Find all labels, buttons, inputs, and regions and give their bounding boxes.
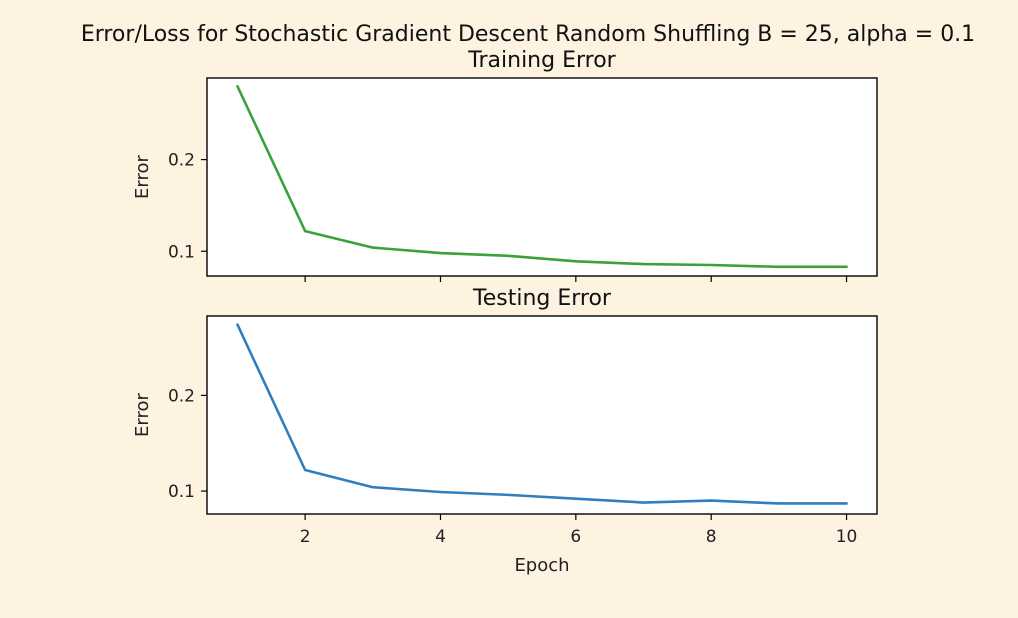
training-y-tick-label: 0.1 xyxy=(168,242,195,262)
testing-plot-area xyxy=(207,316,877,514)
figure-title: Error/Loss for Stochastic Gradient Desce… xyxy=(81,22,975,47)
testing-error-line xyxy=(236,323,848,505)
testing-x-tick-label: 8 xyxy=(706,527,717,547)
testing-x-axis-label: Epoch xyxy=(514,555,569,576)
training-plot-area xyxy=(207,78,877,276)
testing-y-tick-label: 0.2 xyxy=(168,386,195,406)
training-error-subplot: Training Error 0.1 0.2 Error xyxy=(132,48,878,282)
testing-error-subplot: Testing Error 2 4 6 8 10 0.1 0.2 Error Epoch xyxy=(132,286,878,576)
training-error-line xyxy=(236,84,848,269)
testing-axes-frame xyxy=(206,315,878,515)
testing-x-tick-label: 2 xyxy=(300,527,311,547)
testing-subplot-title: Testing Error xyxy=(472,286,612,311)
testing-x-tick-label: 6 xyxy=(570,527,581,547)
testing-x-tick-label: 10 xyxy=(836,527,858,547)
training-y-axis-label: Error xyxy=(132,154,153,198)
testing-y-tick-label: 0.1 xyxy=(168,482,195,502)
training-y-tick-label: 0.2 xyxy=(168,151,195,171)
testing-x-tick-label: 4 xyxy=(435,527,446,547)
training-subplot-title: Training Error xyxy=(467,48,616,73)
testing-y-axis-label: Error xyxy=(132,392,153,436)
training-axes-frame xyxy=(206,77,878,277)
